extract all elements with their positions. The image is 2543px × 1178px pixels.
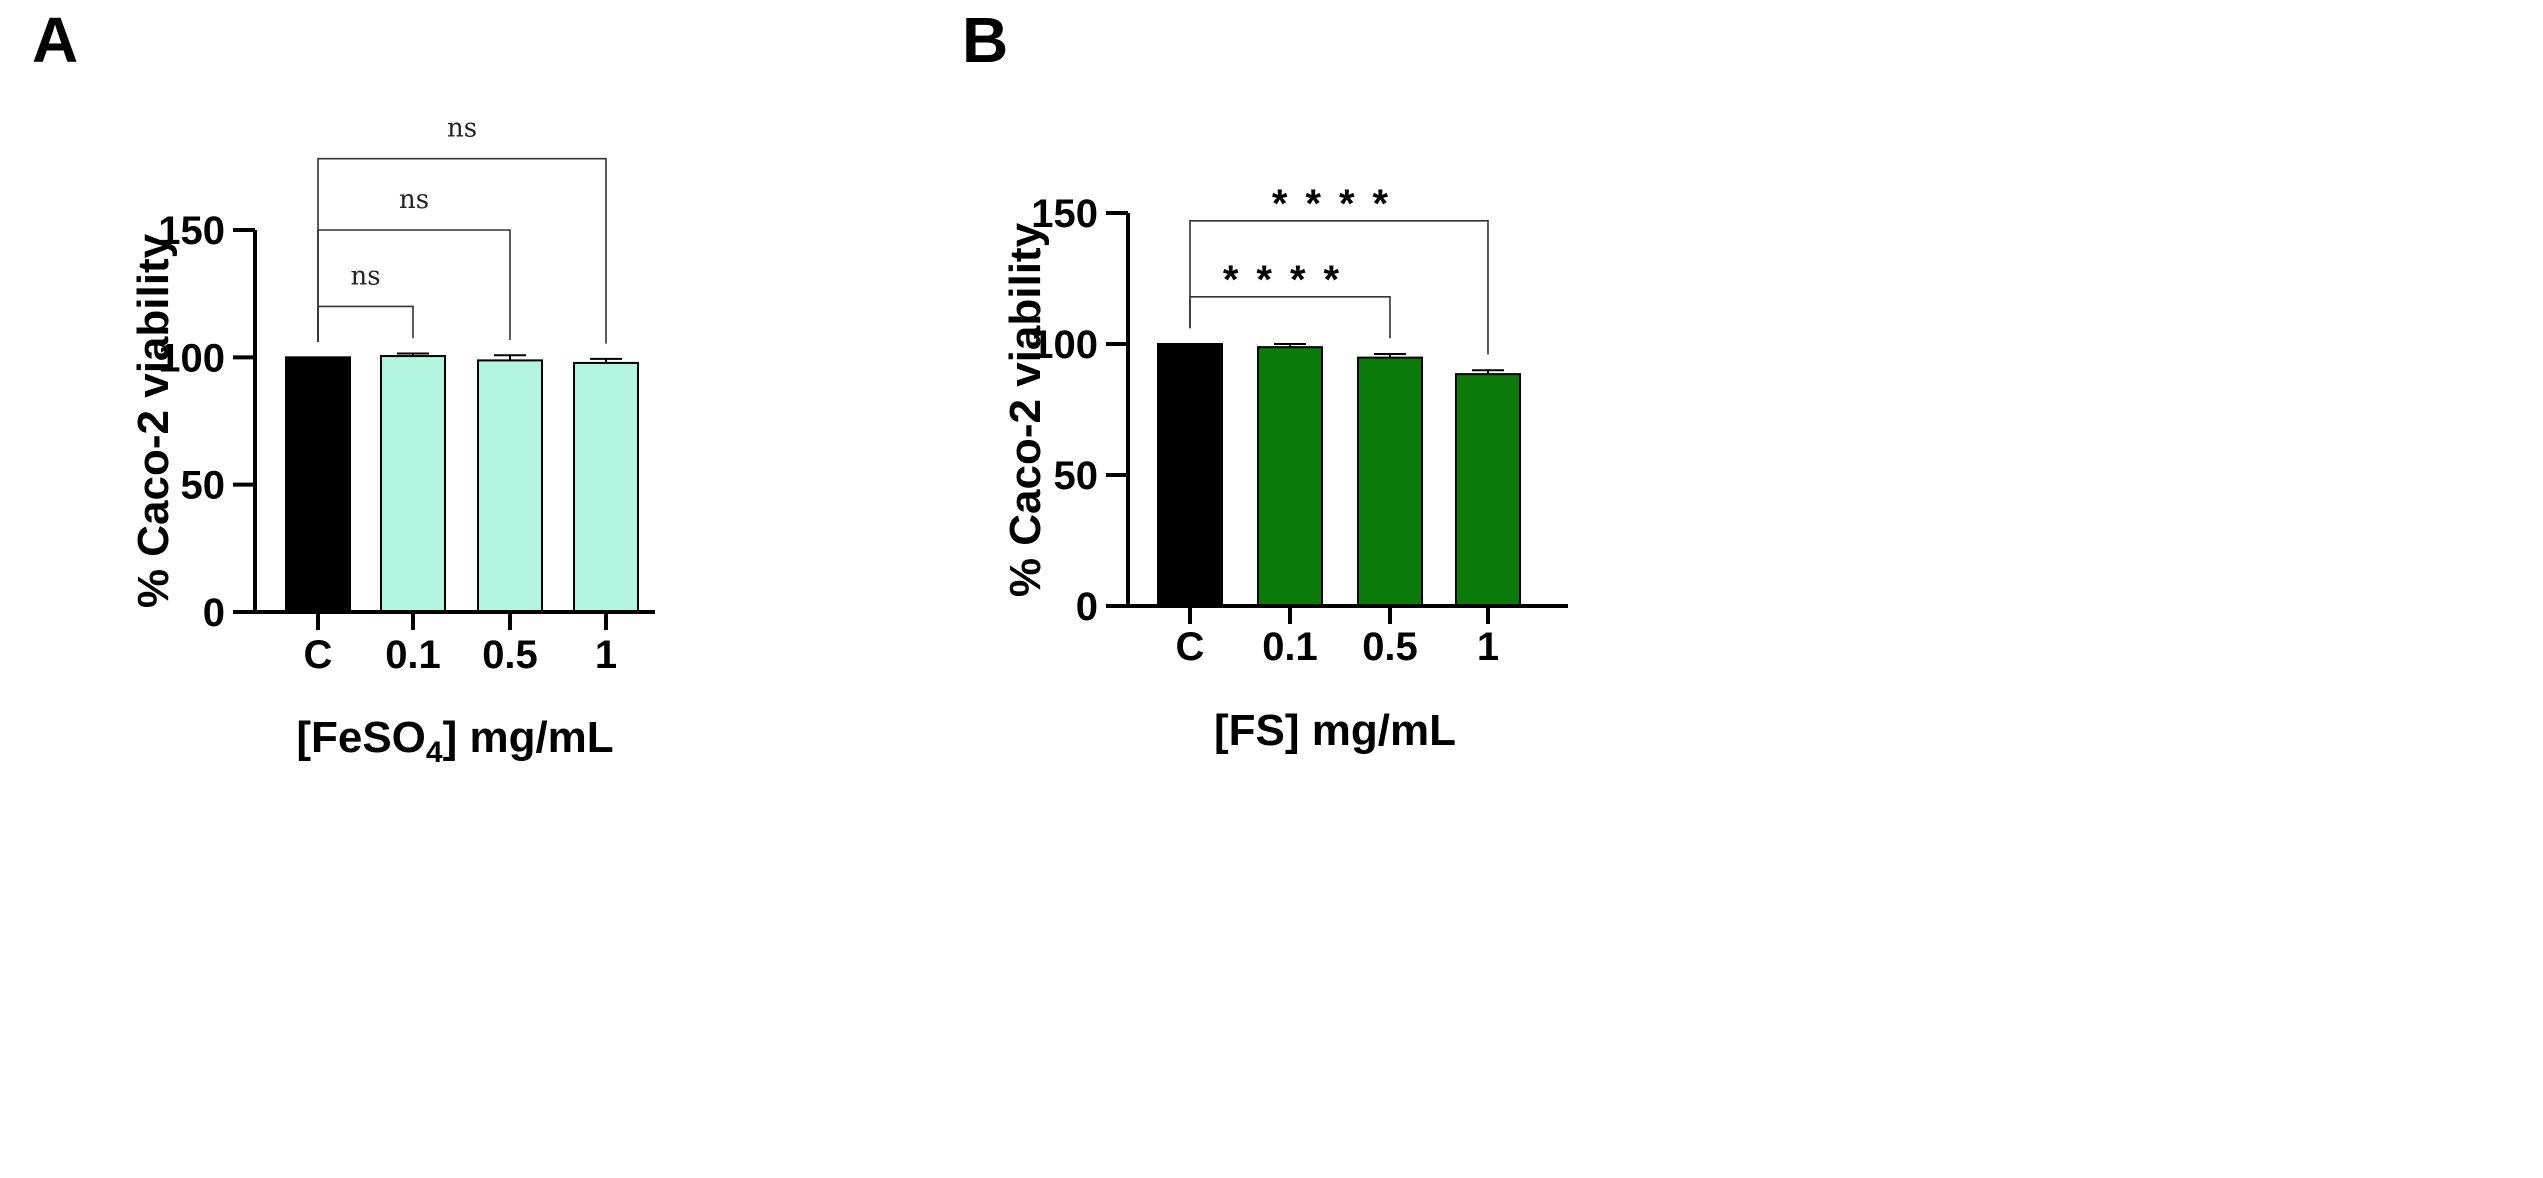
y-tick-label: 100 <box>1031 323 1098 367</box>
y-axis-title: % Caco-2 viability <box>129 233 178 608</box>
panel-A: A 0 50 100 150 C 0.1 0.5 1 % Caco-2 viability [FeS… <box>32 4 655 769</box>
y-tick-label: 0 <box>203 591 225 635</box>
significance-bracket <box>317 157 607 344</box>
bar-C <box>1157 343 1223 607</box>
bar-0.1 <box>1257 346 1323 607</box>
y-tick-label: 50 <box>1054 454 1099 498</box>
y-tick-label: 100 <box>158 336 225 380</box>
bar-1 <box>1455 373 1521 607</box>
y-tick-label: 50 <box>181 464 226 508</box>
panel-B: B 0 50 100 150 C 0.1 0.5 1 % Caco-2 viability [FS]… <box>962 4 1568 755</box>
x-tick-label: 0.5 <box>1362 625 1418 669</box>
significance-label: ns <box>447 114 477 144</box>
significance-bracket <box>1189 220 1489 355</box>
panel-letter: B <box>962 4 1008 76</box>
x-tick-label: 0.5 <box>482 633 538 677</box>
bar-1 <box>573 361 639 613</box>
significance-label: **** <box>1223 258 1357 302</box>
x-axis-title: [FeSO4] mg/mL <box>296 713 613 769</box>
significance-label: ns <box>399 185 429 215</box>
bar-0.5 <box>1357 356 1423 607</box>
y-tick-label: 0 <box>1076 585 1098 629</box>
x-tick-label: 1 <box>595 633 617 677</box>
panel-letter: A <box>32 4 78 76</box>
significance-bracket <box>1189 296 1391 339</box>
y-tick-label: 150 <box>1031 192 1098 236</box>
x-tick-label: C <box>304 633 333 677</box>
y-tick-label: 150 <box>158 209 225 253</box>
x-tick-label: 1 <box>1477 625 1499 669</box>
x-axis-title: [FS] mg/mL <box>1214 706 1456 755</box>
y-axis-title: % Caco-2 viability <box>1001 222 1050 597</box>
x-tick-label: C <box>1176 625 1205 669</box>
significance-label: ns <box>350 261 380 291</box>
x-tick-label: 0.1 <box>385 633 441 677</box>
significance-label: **** <box>1272 182 1406 226</box>
bar-0.1 <box>380 355 446 613</box>
x-tick-label: 0.1 <box>1262 625 1318 669</box>
significance-bracket <box>317 305 414 343</box>
bar-0.5 <box>477 359 543 614</box>
significance-bracket <box>317 229 511 343</box>
bar-C <box>285 356 351 614</box>
